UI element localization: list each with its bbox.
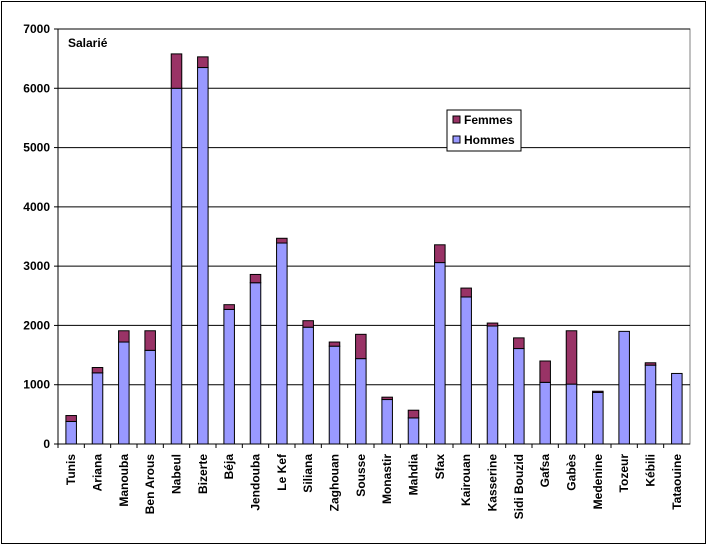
bar-hommes-19 [565, 383, 578, 445]
bar-hommes-7 [249, 282, 262, 445]
bar-femmes-7 [249, 273, 262, 284]
bar-femmes-11 [355, 333, 367, 360]
bar-hommes-23 [671, 372, 683, 445]
bar-hommes-2 [118, 341, 130, 445]
bar-hommes-17 [513, 348, 525, 445]
y-axis-ticks: 0 1000 2000 3000 4000 5000 6000 7000 [23, 22, 58, 451]
bar-hommes-6 [223, 308, 235, 445]
bar-femmes-14 [434, 244, 446, 264]
x-tick-label: Siliana [301, 454, 315, 493]
x-tick-label: Sousse [354, 454, 368, 497]
y-tick-label: 0 [43, 437, 50, 451]
x-tick-label: Kébili [644, 454, 658, 487]
bar-hommes-3 [144, 349, 156, 445]
legend-swatch-hommes [452, 135, 461, 144]
bar-hommes-16 [486, 325, 499, 445]
bar-femmes-1 [91, 367, 104, 374]
bar-femmes-8 [276, 237, 288, 244]
y-tick-label: 3000 [23, 259, 50, 273]
y-tick-label: 4000 [23, 200, 50, 214]
x-tick-label: Gafsa [538, 454, 552, 488]
bar-femmes-6 [223, 304, 235, 310]
bar-femmes-0 [65, 415, 77, 422]
x-tick-label: Nabeul [170, 454, 184, 494]
y-tick-label: 2000 [23, 318, 50, 332]
bar-hommes-4 [170, 87, 183, 445]
x-tick-label: Mahdia [407, 454, 421, 496]
bar-hommes-14 [434, 262, 446, 445]
bar-hommes-8 [276, 242, 288, 445]
bar-femmes-19 [565, 330, 578, 385]
legend: Femmes Hommes [446, 109, 522, 152]
x-tick-label: Tataouine [670, 454, 684, 510]
bar-hommes-9 [302, 326, 314, 445]
bar-hommes-20 [592, 391, 604, 445]
bar-femmes-2 [118, 330, 130, 343]
bar-femmes-16 [486, 322, 499, 327]
bar-femmes-18 [539, 360, 551, 383]
bar-hommes-1 [91, 372, 104, 445]
x-tick-label: Manouba [117, 454, 131, 507]
x-tick-label: Béja [222, 454, 236, 480]
x-tick-label: Gabès [565, 454, 579, 491]
bar-hommes-22 [644, 364, 657, 445]
x-tick-label: Zaghouan [328, 454, 342, 511]
bar-hommes-0 [65, 420, 77, 445]
chart-title: Salarié [68, 36, 108, 50]
legend-label-hommes: Hommes [464, 133, 515, 147]
bar-hommes-12 [381, 399, 393, 445]
bar-femmes-20 [592, 390, 604, 393]
gridlines [58, 28, 690, 386]
x-tick-label: Kasserine [486, 454, 500, 512]
bar-femmes-22 [644, 362, 657, 366]
legend-swatch-femmes [452, 115, 461, 124]
x-axis-labels: Tunis Ariana Manouba Ben Arous Nabeul Bizerte… [57, 444, 684, 519]
x-tick-label: Ariana [91, 454, 105, 492]
y-tick-label: 6000 [23, 81, 50, 95]
bar-hommes-18 [539, 381, 551, 445]
bar-femmes-3 [144, 330, 156, 351]
legend-label-femmes: Femmes [464, 113, 513, 127]
bars [65, 53, 683, 445]
bar-hommes-5 [197, 67, 209, 445]
bar-femmes-5 [197, 56, 209, 69]
bar-hommes-21 [618, 330, 630, 445]
x-tick-label: Kairouan [459, 454, 473, 506]
x-tick-label: Ben Arous [143, 454, 157, 515]
bar-hommes-11 [355, 358, 367, 445]
bar-femmes-17 [513, 337, 525, 350]
x-tick-label: Tozeur [617, 454, 631, 493]
x-tick-label: Jendouba [249, 454, 263, 511]
plot-area [57, 28, 691, 445]
x-tick-label: Monastir [380, 454, 394, 504]
y-tick-label: 1000 [23, 378, 50, 392]
bar-femmes-15 [460, 287, 472, 298]
x-tick-label: Sidi Bouzid [512, 454, 526, 519]
y-tick-label: 5000 [23, 141, 50, 155]
bar-femmes-12 [381, 396, 393, 401]
bar-femmes-13 [407, 409, 420, 419]
bar-femmes-10 [328, 341, 341, 347]
bar-hommes-10 [328, 345, 341, 445]
x-tick-label: Bizerte [196, 454, 210, 494]
x-tick-label: Le Kef [275, 453, 289, 491]
x-tick-label: Medenine [591, 454, 605, 510]
x-tick-label: Tunis [64, 454, 78, 485]
bar-hommes-13 [407, 417, 420, 445]
bar-femmes-4 [170, 53, 183, 89]
y-tick-label: 7000 [23, 22, 50, 36]
bar-hommes-15 [460, 296, 472, 445]
x-tick-label: Sfax [433, 454, 447, 480]
bar-femmes-9 [302, 320, 314, 328]
